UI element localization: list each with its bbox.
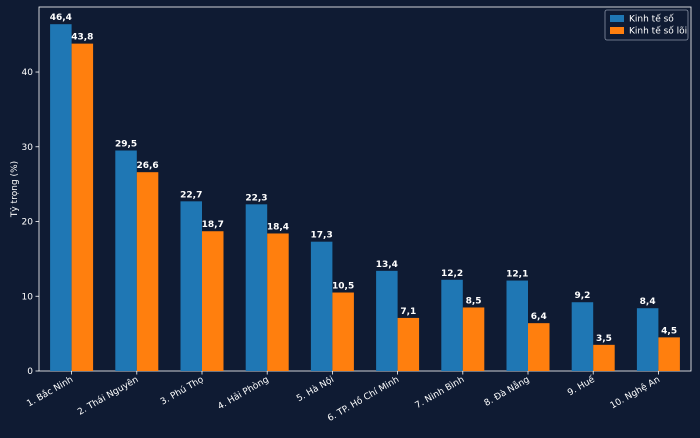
legend-swatch [610, 15, 624, 22]
x-tick-label: 2. Thái Nguyên [76, 374, 141, 418]
bar-value-label: 4,5 [661, 326, 677, 336]
bar-value-label: 12,2 [441, 269, 463, 279]
bar-kinh-te-so [376, 270, 398, 371]
bar-value-label: 18,4 [267, 222, 289, 232]
legend-label: Kinh tế số lõi [629, 26, 687, 37]
y-axis-label: Tỷ trọng (%) [10, 161, 20, 218]
x-tick-label: 6. TP. Hồ Chí Minh [326, 374, 402, 424]
y-axis: 0 10 20 30 40 [22, 68, 39, 377]
bar-value-label: 17,3 [311, 231, 333, 241]
bar-value-label: 22,3 [245, 193, 267, 203]
bar-kinh-te-so [441, 279, 463, 371]
legend-label: Kinh tế số [629, 14, 674, 25]
bar-kinh-te-so-loi [462, 307, 485, 371]
plot-frame [38, 6, 692, 372]
x-axis: 1. Bắc Ninh 2. Thái Nguyên 3. Phú Thọ 4. Hả… [25, 371, 662, 424]
bar-kinh-te-so [636, 308, 659, 371]
bar-value-label: 8,4 [640, 297, 656, 307]
bar-kinh-te-so [571, 302, 594, 371]
bar-value-label: 7,1 [400, 307, 416, 317]
y-tick-label: 10 [22, 292, 34, 302]
bar-kinh-te-so-loi [267, 233, 289, 371]
x-tick-label: 10. Nghệ An [608, 374, 662, 411]
bar-value-label: 22,7 [180, 190, 202, 200]
y-tick-label: 40 [22, 68, 34, 78]
x-tick-label: 7. Ninh Bình [414, 375, 467, 411]
bar-kinh-te-so [50, 24, 72, 371]
bar-kinh-te-so [180, 201, 202, 371]
bar-value-label: 43,8 [71, 33, 93, 43]
x-tick-label: 3. Phú Thọ [159, 375, 206, 408]
x-tick-label: 1. Bắc Ninh [25, 374, 75, 409]
bar-value-label: 12,1 [506, 270, 528, 280]
bar-kinh-te-so [245, 204, 268, 371]
x-tick-label: 4. Hải Phòng [216, 374, 271, 412]
bar-value-label: 8,5 [466, 296, 482, 306]
bar-kinh-te-so-loi [658, 337, 680, 371]
legend-swatch [610, 27, 624, 34]
y-tick-label: 0 [27, 367, 33, 377]
bar-value-label: 46,4 [50, 13, 72, 23]
bar-kinh-te-so-loi [593, 344, 615, 371]
bar-value-label: 29,5 [115, 140, 137, 150]
bar-value-label: 13,4 [376, 260, 398, 270]
y-tick-label: 30 [22, 143, 34, 153]
bar-kinh-te-so-loi [397, 317, 420, 371]
bar-kinh-te-so-loi [136, 172, 159, 371]
bar-value-label: 9,2 [574, 291, 590, 301]
x-tick-label: 9. Huế [566, 374, 597, 398]
bar-value-label: 10,5 [332, 282, 354, 292]
bar-value-label: 3,5 [596, 334, 612, 344]
bar-kinh-te-so [506, 280, 528, 371]
bar-value-label: 6,4 [531, 312, 547, 322]
bar-kinh-te-so-loi [71, 43, 94, 371]
bar-kinh-te-so-loi [202, 231, 224, 371]
legend-box [604, 9, 689, 41]
bars: 46,4 43,8 29,5 26,6 22,7 18,7 22,3 18,4 17,3 10,5… [50, 13, 680, 371]
bar-kinh-te-so-loi [528, 323, 550, 371]
bar-kinh-te-so-loi [332, 292, 354, 371]
y-tick-label: 20 [22, 218, 34, 228]
bar-value-label: 18,7 [202, 220, 224, 230]
bar-kinh-te-so [115, 150, 137, 371]
bar-kinh-te-so [310, 241, 333, 371]
x-tick-label: 8. Đà Nẵng [482, 374, 531, 409]
bar-value-label: 26,6 [136, 161, 158, 171]
x-tick-label: 5. Hà Nội [295, 374, 336, 404]
